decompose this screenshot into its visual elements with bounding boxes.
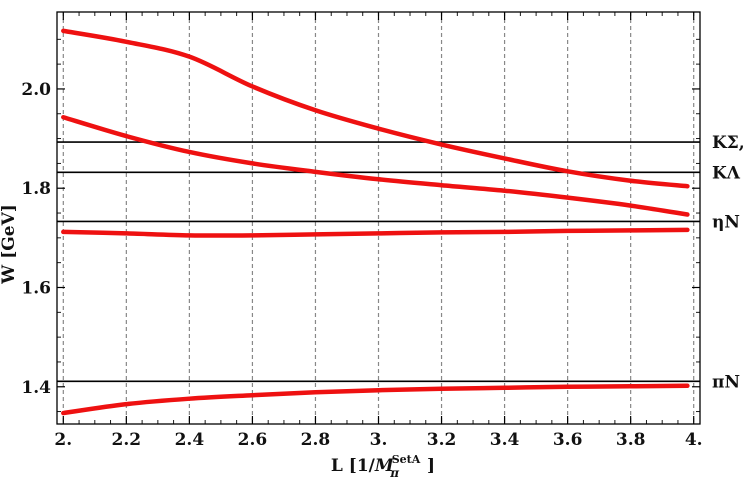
y-axis-title: W [GeV] (0, 204, 19, 285)
threshold-label-2: ηN (712, 212, 740, 232)
grid-lines (62, 12, 695, 424)
series-line-3 (61, 383, 690, 416)
x-tick-label-10: 4. (685, 430, 703, 450)
x-tick-label-8: 3.6 (553, 430, 583, 450)
y-tick-label-3: 2.0 (21, 80, 51, 100)
y-tick-label-0: 1.4 (21, 378, 51, 398)
x-axis-title-sub: π (389, 466, 399, 480)
threshold-label-0: KΣ, (712, 133, 745, 153)
series-line-2 (61, 227, 690, 238)
x-axis-title: L [1/MSetA π] (331, 453, 435, 480)
y-tick-label-1: 1.6 (21, 278, 51, 298)
x-axis-title-main: L [1/ (331, 456, 376, 476)
series-line-1 (61, 114, 690, 217)
x-tick-label-6: 3.2 (427, 430, 457, 450)
x-tick-label-9: 3.8 (616, 430, 646, 450)
x-tick-label-3: 2.6 (238, 430, 268, 450)
series-line-0 (61, 28, 690, 189)
x-axis-title-sup: SetA (392, 453, 421, 466)
axis-ticks (57, 12, 700, 424)
x-tick-label-2: 2.4 (175, 430, 205, 450)
threshold-label-3: πN (712, 372, 740, 392)
x-tick-label-7: 3.4 (490, 430, 520, 450)
x-tick-label-1: 2.2 (112, 430, 142, 450)
tick-labels: 2. 2.2 2.4 2.6 2.8 3. 3.2 3.4 3.6 3.8 4. 1.4 1.6 1.8 2… (21, 80, 702, 450)
threshold-label-1: KΛ (712, 163, 741, 183)
y-tick-label-2: 1.8 (21, 179, 51, 199)
series-lines (61, 28, 690, 416)
threshold-lines: KΣ, KΛ ηN πN (57, 133, 745, 392)
x-tick-label-0: 2. (54, 430, 72, 450)
x-tick-label-5: 3. (370, 430, 388, 450)
x-axis-title-symbol: M (374, 456, 395, 476)
x-tick-label-4: 2.8 (301, 430, 331, 450)
x-axis-title-end: ] (427, 456, 435, 476)
